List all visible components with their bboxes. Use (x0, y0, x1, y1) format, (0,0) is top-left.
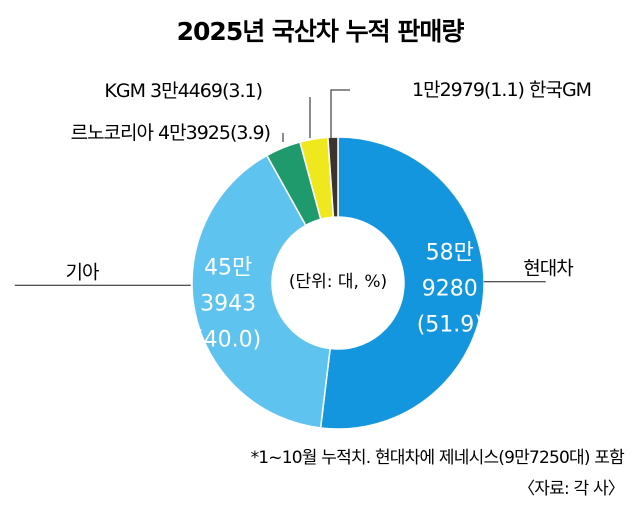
slice-1 (191, 154, 331, 429)
slice-outer-label: 1만2979(1.1) 한국GM (412, 79, 591, 101)
slice-value-label: 58만 (426, 241, 474, 266)
slice-0 (319, 136, 485, 430)
slice-value-label: 9280 (422, 277, 478, 302)
footnote: *1~10월 누적치. 현대차에 제네시스(9만7250대) 포함 (251, 448, 626, 468)
source-note: 〈자료: 각 사〉 (518, 479, 624, 499)
unit-label: (단위: 대, %) (289, 272, 387, 292)
category-label: 기아 (66, 261, 99, 283)
chart-title: 2025년 국산차 누적 판매량 (177, 17, 465, 46)
slice-value-label: (51.9) (417, 313, 483, 338)
inner-labels: 58만 9280 (51.9) 45만 3943 (40.0) (195, 241, 483, 353)
slice-outer-label: 르노코리아 4만3925(3.9) (71, 122, 270, 144)
leader-line (330, 89, 350, 138)
leader-lines (14, 89, 546, 286)
slice-value-label: (40.0) (195, 328, 261, 353)
slice-value-label: 3943 (200, 292, 256, 317)
slice-value-label: 45만 (204, 256, 252, 281)
donut-slices (191, 136, 485, 430)
category-label: 현대차 (523, 258, 573, 280)
slice-outer-label: KGM 3만4469(3.1) (104, 80, 262, 102)
outer-labels: 현대차 기아 르노코리아 4만3925(3.9) KGM 3만4469(3.1) 1만2… (66, 79, 593, 283)
